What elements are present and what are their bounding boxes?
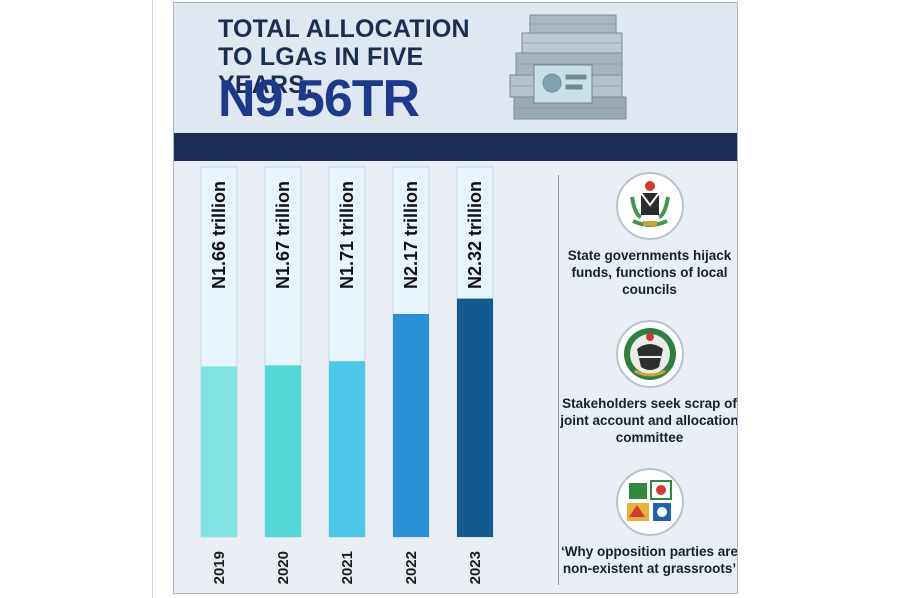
bar-2020 [265,365,301,537]
header-band [174,133,737,161]
value-label-2019: N1.66 trillion [209,181,229,289]
bar-2023 [457,298,493,537]
bar-2021 [329,361,365,537]
bar-2022 [393,313,429,537]
value-label-2022: N2.17 trillion [401,181,421,289]
year-label-2023: 2023 [467,551,484,584]
bar-2019 [201,366,237,537]
cash-stack-icon [509,14,627,120]
year-label-2021: 2021 [339,551,356,584]
year-label-2020: 2020 [275,551,292,584]
story-state-governments[interactable]: State governments hijack funds, function… [560,171,737,298]
infographic-card: TOTAL ALLOCATION TO LGAs IN FIVE YEARS: … [173,2,738,594]
story-opposition-parties[interactable]: ‘Why opposition parties are non-existent… [560,467,738,577]
year-label-2022: 2022 [403,551,420,584]
story-text: ‘Why opposition parties are non-existent… [560,544,738,576]
related-stories: State governments hijack funds, function… [560,171,738,591]
coat-of-arms-icon [615,172,684,240]
total-allocation: N9.56TR [218,70,420,128]
column-divider [558,175,559,585]
story-text: State governments hijack funds, function… [567,248,732,297]
party-logos-icon [615,468,684,536]
year-label-2019: 2019 [211,551,228,584]
value-label-2020: N1.67 trillion [273,181,293,289]
infographic-title: TOTAL ALLOCATION TO LGAs IN FIVE YEARS: [218,15,470,99]
story-stakeholders[interactable]: Stakeholders seek scrap of joint account… [560,319,738,446]
value-label-2023: N2.32 trillion [465,181,485,289]
story-text: Stakeholders seek scrap of joint account… [560,396,738,445]
value-label-2021: N1.71 trillion [337,181,357,289]
allocation-bar-chart: N1.66 trillion 2019 N1.67 trillion 2020 N1.7… [200,166,494,584]
emblem-icon [615,320,684,388]
page-edge-line [152,0,153,598]
header-panel: TOTAL ALLOCATION TO LGAs IN FIVE YEARS: … [174,3,737,133]
